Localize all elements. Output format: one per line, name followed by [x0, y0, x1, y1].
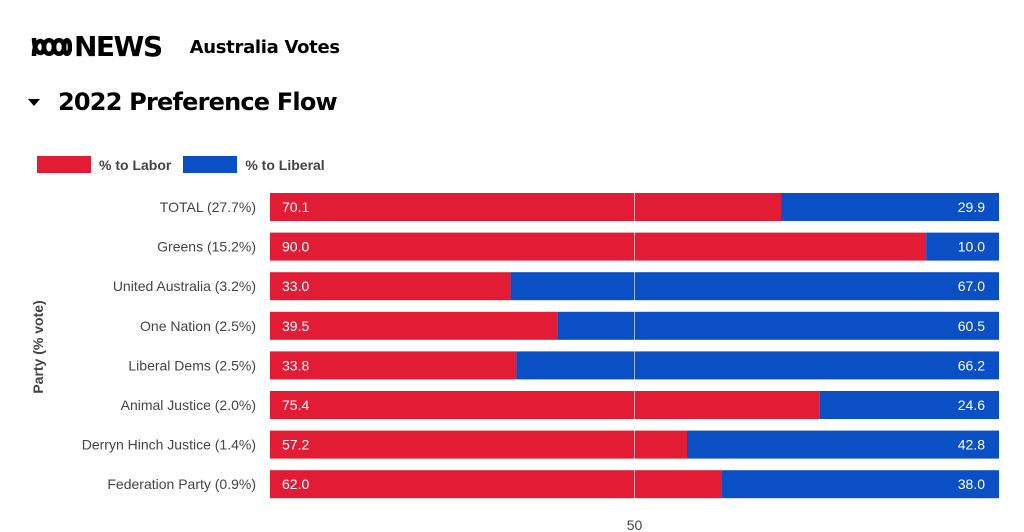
y-axis-label: Party (% vote) — [30, 300, 46, 393]
value-label-labor: 33.8 — [282, 357, 309, 373]
value-label-labor: 39.5 — [282, 318, 309, 334]
bar-liberal[interactable] — [721, 470, 999, 499]
site-name[interactable]: Australia Votes — [189, 36, 340, 58]
logo-text: NEWS — [74, 30, 163, 63]
bar-liberal[interactable] — [686, 430, 999, 459]
value-label-liberal: 60.5 — [958, 318, 985, 334]
value-label-labor: 57.2 — [282, 437, 309, 453]
bar-labor[interactable] — [270, 391, 820, 419]
value-label-labor: 90.0 — [282, 239, 309, 255]
value-label-labor: 62.0 — [282, 476, 309, 492]
bar-liberal[interactable] — [516, 351, 999, 380]
bars-group — [270, 193, 999, 499]
bar-labor[interactable] — [270, 430, 687, 459]
abc-logo-icon — [31, 37, 72, 57]
legend-label-labor: % to Labor — [99, 156, 172, 173]
bar-liberal[interactable] — [926, 232, 999, 261]
value-label-labor: 75.4 — [282, 397, 309, 413]
value-label-liberal: 24.6 — [958, 397, 985, 413]
legend-label-liberal: % to Liberal — [245, 156, 325, 173]
value-label-labor: 33.0 — [282, 278, 309, 294]
bar-liberal[interactable] — [781, 193, 999, 221]
value-label-liberal: 67.0 — [958, 278, 985, 294]
caret-down-icon — [28, 98, 40, 106]
x-tick-label-50: 50 — [627, 517, 643, 532]
value-label-liberal: 29.9 — [958, 199, 985, 215]
legend-item-labor: % to Labor — [37, 156, 171, 173]
bar-labor[interactable] — [270, 311, 558, 340]
category-label: TOTAL (27.7%) — [160, 199, 256, 215]
value-label-labor: 70.1 — [282, 199, 309, 215]
category-label: Greens (15.2%) — [157, 239, 256, 255]
category-label: United Australia (3.2%) — [113, 278, 256, 294]
value-label-liberal: 42.8 — [958, 437, 985, 453]
category-label: One Nation (2.5%) — [140, 318, 256, 334]
section-title: 2022 Preference Flow — [58, 88, 338, 116]
bar-labor[interactable] — [270, 351, 517, 380]
labels-group: TOTAL (27.7%) 70.1 29.9 Greens (15.2%) 90.0 1… — [82, 199, 985, 492]
section-toggle[interactable]: 2022 Preference Flow — [24, 88, 338, 116]
bar-labor[interactable] — [270, 232, 927, 261]
bar-liberal[interactable] — [819, 391, 999, 419]
bar-labor[interactable] — [270, 272, 511, 301]
bar-liberal[interactable] — [510, 272, 999, 301]
legend-swatch-liberal — [183, 156, 238, 173]
value-label-liberal: 10.0 — [958, 239, 985, 255]
header: NEWS Australia Votes — [30, 30, 340, 64]
value-label-liberal: 66.2 — [958, 357, 985, 373]
legend-swatch-labor — [37, 156, 91, 173]
category-label: Animal Justice (2.0%) — [121, 397, 256, 413]
value-label-liberal: 38.0 — [958, 476, 985, 492]
legend-item-liberal: % to Liberal — [183, 156, 325, 173]
abc-news-logo[interactable]: NEWS — [30, 30, 163, 63]
category-label: Derryn Hinch Justice (1.4%) — [82, 437, 256, 453]
category-label: Liberal Dems (2.5%) — [128, 357, 256, 373]
bar-labor[interactable] — [270, 470, 722, 499]
bar-liberal[interactable] — [557, 311, 999, 340]
chart-legend: % to Labor % to Liberal — [37, 156, 337, 173]
bar-labor[interactable] — [270, 193, 782, 221]
category-label: Federation Party (0.9%) — [107, 476, 256, 492]
